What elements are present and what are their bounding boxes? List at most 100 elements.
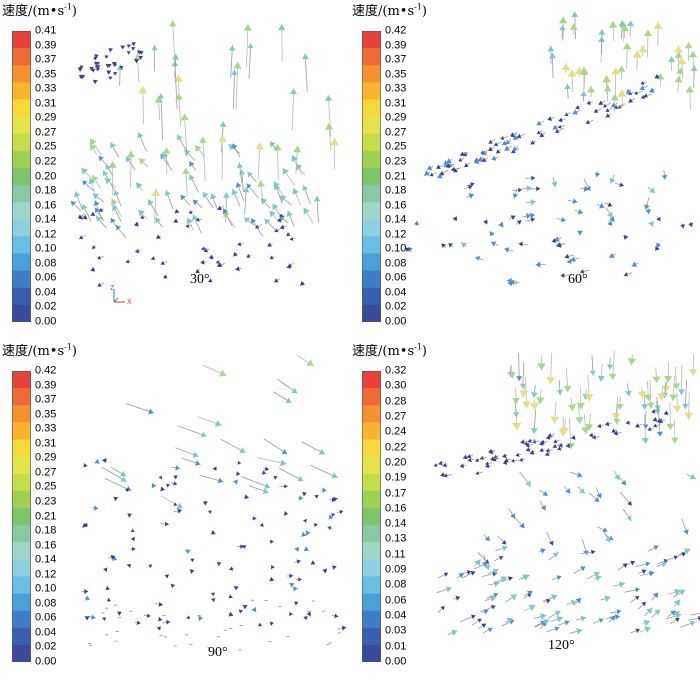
velocity-vector bbox=[108, 554, 116, 560]
colorbar-tick-label: 0.22 bbox=[35, 155, 57, 168]
colorbar-tick-label: 0.08 bbox=[35, 597, 57, 610]
velocity-vector bbox=[131, 42, 137, 47]
velocity-vector bbox=[88, 177, 97, 198]
velocity-vector bbox=[567, 69, 577, 92]
velocity-vector bbox=[585, 119, 594, 125]
colorbar-tick-label: 0.37 bbox=[35, 393, 57, 406]
velocity-vector bbox=[524, 441, 530, 446]
velocity-vector bbox=[126, 563, 132, 569]
colorbar-tick-label: 0.16 bbox=[385, 199, 407, 212]
velocity-vector bbox=[464, 184, 473, 190]
velocity-vector bbox=[327, 526, 333, 531]
velocity-vector bbox=[243, 217, 255, 226]
velocity-vector bbox=[656, 242, 662, 248]
velocity-vector bbox=[619, 491, 633, 506]
velocity-vector bbox=[680, 223, 685, 229]
velocity-vector bbox=[526, 217, 536, 223]
colorbar-tick-label: 0.00 bbox=[35, 315, 57, 328]
velocity-vector bbox=[91, 244, 96, 250]
velocity-vector bbox=[611, 102, 618, 108]
velocity-vector bbox=[484, 595, 497, 602]
velocity-vector bbox=[516, 353, 523, 382]
velocity-vector bbox=[108, 161, 117, 196]
colorbar-tick-label: 0.17 bbox=[385, 487, 407, 500]
colorbar-tick-label: 0.30 bbox=[385, 379, 407, 392]
velocity-vector bbox=[436, 173, 445, 179]
velocity-vector bbox=[598, 100, 606, 106]
colorbar-tick-label: 0.20 bbox=[385, 456, 407, 469]
velocity-vector bbox=[654, 73, 660, 79]
velocity-vector bbox=[664, 361, 673, 383]
colorbar-tick-label: 0.12 bbox=[385, 228, 407, 241]
velocity-vector bbox=[105, 585, 111, 591]
velocity-vector bbox=[299, 281, 305, 286]
velocity-vector bbox=[231, 69, 238, 110]
velocity-vector bbox=[672, 589, 686, 598]
velocity-vector bbox=[452, 216, 458, 222]
velocity-vector bbox=[688, 354, 698, 377]
velocity-vector bbox=[564, 112, 571, 117]
velocity-vector bbox=[437, 572, 449, 579]
colorbar-tick-label: 0.10 bbox=[385, 242, 407, 255]
velocity-vector bbox=[652, 367, 661, 383]
velocity-vector bbox=[199, 136, 207, 182]
velocity-vector bbox=[108, 76, 113, 81]
velocity-vector bbox=[231, 188, 241, 207]
velocity-vector bbox=[635, 561, 651, 567]
vector-field-60 bbox=[405, 11, 698, 287]
velocity-vector bbox=[604, 421, 612, 427]
velocity-vector bbox=[115, 224, 127, 239]
colorbar-segment bbox=[362, 82, 381, 101]
velocity-vector bbox=[616, 396, 624, 411]
velocity-vector bbox=[609, 21, 618, 42]
colorbar-segment bbox=[12, 202, 31, 220]
axis-x-label: X bbox=[127, 299, 132, 306]
colorbar-segment bbox=[362, 236, 381, 255]
velocity-vector bbox=[545, 448, 554, 453]
velocity-vector bbox=[483, 554, 491, 571]
colorbar-tick-label: 0.21 bbox=[35, 510, 57, 522]
velocity-vector bbox=[83, 463, 88, 468]
velocity-vector bbox=[190, 558, 195, 563]
velocity-vector bbox=[273, 278, 281, 283]
velocity-vector bbox=[217, 205, 225, 211]
velocity-vector bbox=[218, 134, 227, 180]
velocity-vector bbox=[195, 217, 202, 222]
colorbar-segment bbox=[12, 253, 31, 272]
colorbar-segment bbox=[362, 542, 381, 560]
velocity-vector bbox=[518, 574, 530, 581]
colorbar-segment bbox=[12, 627, 31, 646]
colorbar-tick-label: 0.06 bbox=[35, 611, 57, 624]
velocity-vector bbox=[413, 220, 420, 226]
colorbar-segment bbox=[362, 473, 381, 492]
colorbar-segment bbox=[12, 559, 31, 578]
velocity-vector bbox=[160, 260, 168, 266]
velocity-vector bbox=[127, 513, 132, 518]
colorbar-tick-label: 0.09 bbox=[385, 563, 407, 576]
velocity-vector bbox=[529, 399, 540, 411]
velocity-vector bbox=[182, 167, 190, 197]
velocity-vector bbox=[498, 221, 504, 228]
velocity-vector bbox=[313, 195, 321, 223]
velocity-vector bbox=[277, 378, 298, 394]
velocity-vector bbox=[171, 481, 178, 486]
velocity-vector bbox=[677, 57, 687, 79]
velocity-vector bbox=[630, 595, 640, 603]
velocity-vector bbox=[623, 234, 629, 240]
velocity-vector bbox=[547, 45, 555, 64]
velocity-vector bbox=[510, 458, 519, 463]
velocity-vector bbox=[547, 610, 561, 619]
velocity-vector bbox=[135, 182, 144, 192]
velocity-vector bbox=[651, 609, 661, 618]
velocity-vector bbox=[570, 434, 577, 440]
velocity-vector bbox=[600, 595, 611, 602]
velocity-vector bbox=[126, 44, 131, 48]
velocity-vector bbox=[565, 443, 574, 449]
velocity-vector bbox=[596, 202, 605, 209]
colorbar-segment bbox=[12, 644, 31, 662]
velocity-vector bbox=[622, 42, 632, 69]
velocity-vector bbox=[292, 188, 302, 206]
velocity-vector bbox=[548, 551, 559, 561]
velocity-vector bbox=[289, 88, 297, 131]
velocity-vector bbox=[161, 152, 170, 165]
